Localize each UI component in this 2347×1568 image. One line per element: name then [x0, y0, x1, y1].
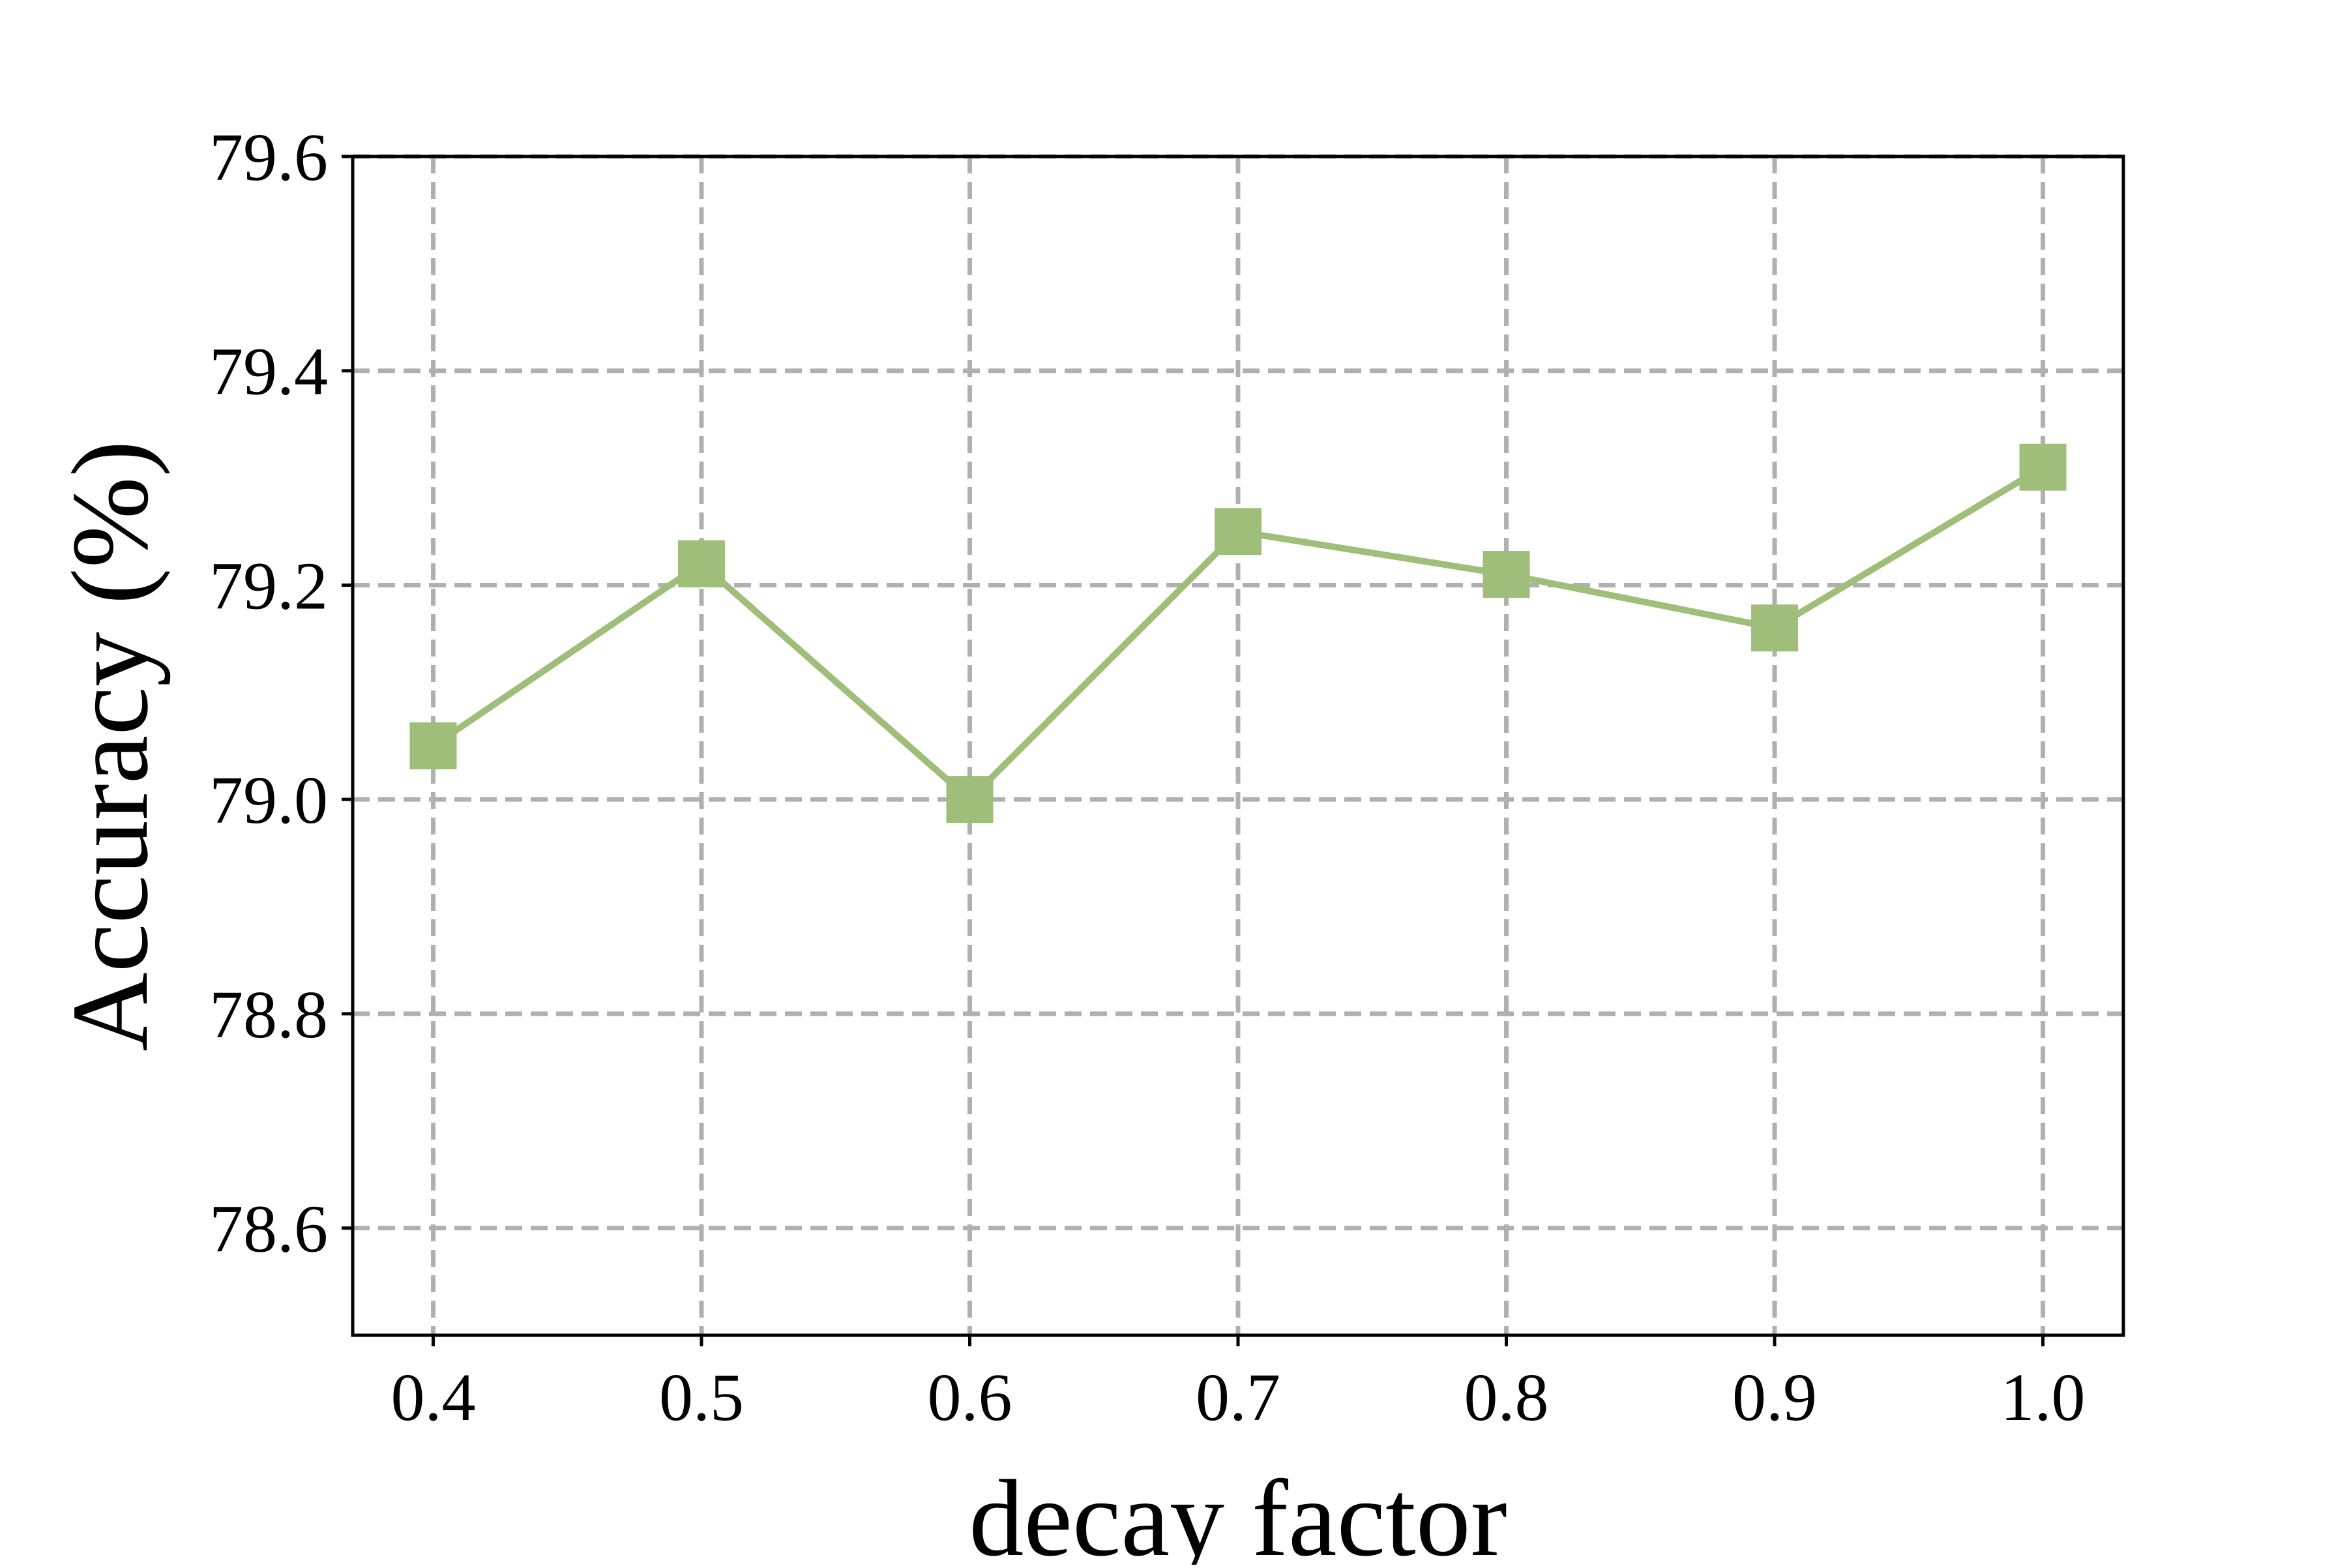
- x-axis-label: decay factor: [969, 1458, 1507, 1565]
- data-point-marker: [2019, 443, 2067, 491]
- y-tick-label: 78.8: [209, 977, 328, 1052]
- x-tick-label: 0.6: [927, 1360, 1012, 1435]
- data-point-marker: [677, 540, 725, 587]
- data-point-marker: [946, 776, 994, 823]
- y-axis-label: Accuracy (%): [50, 440, 171, 1051]
- y-tick-label: 79.4: [209, 334, 328, 409]
- x-tick-label: 0.9: [1732, 1360, 1817, 1435]
- x-tick-label: 0.7: [1196, 1360, 1280, 1435]
- y-tick-label: 79.2: [209, 548, 328, 623]
- data-point-marker: [1483, 551, 1530, 599]
- x-tick-label: 1.0: [2001, 1360, 2086, 1435]
- data-point-marker: [1751, 604, 1799, 652]
- grid-layer: [353, 154, 2123, 1335]
- y-tick-label: 78.6: [209, 1192, 328, 1267]
- ticks-layer: 0.4 0.5 0.6 0.7 0.8 0.9 1.0 78.6 78.8 79.0 79.2 79.…: [209, 120, 2086, 1435]
- series-layer: [409, 443, 2067, 823]
- x-tick-label: 0.8: [1464, 1360, 1549, 1435]
- data-point-marker: [1215, 508, 1262, 555]
- data-point-marker: [409, 722, 457, 769]
- x-tick-label: 0.5: [659, 1360, 744, 1435]
- y-tick-label: 79.6: [209, 120, 328, 195]
- x-tick-label: 0.4: [391, 1360, 475, 1435]
- y-tick-label: 79.0: [209, 763, 328, 838]
